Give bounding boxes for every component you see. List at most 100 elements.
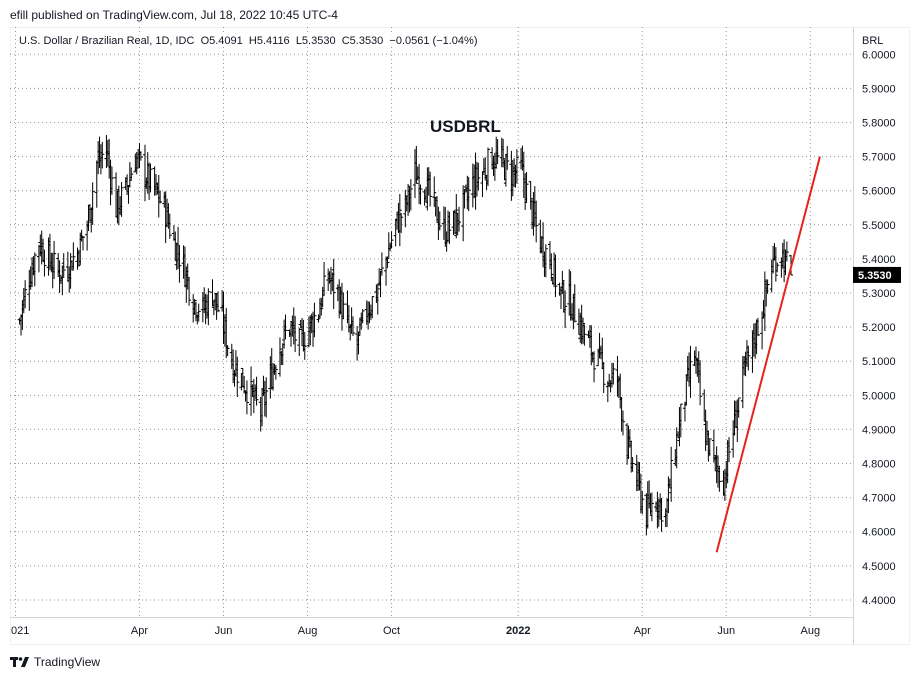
ohlc-bar [158,190,163,204]
ohlc-bar [534,200,539,243]
ohlc-bar [607,373,612,388]
ohlc-bar [375,284,380,315]
x-axis-ticks: 021 Apr Jun Aug Oct 2022 Apr Jun Aug [11,625,820,637]
y-tick-label: 4.6000 [862,527,896,539]
ohlc-bar [339,282,344,331]
ohlc-bar [688,345,693,398]
ohlc-bar [773,247,778,282]
ohlc-bar [553,254,558,298]
ohlc-bar [264,377,269,418]
ohlc-bar [23,280,28,309]
x-tick-label: Jun [717,625,735,637]
ohlc-bar [273,364,278,380]
ohlc-bar [592,351,597,383]
change-value: −0.0561 (−1.04%) [389,35,478,47]
brand-name: TradingView [34,655,101,669]
ohlc-bar [244,380,249,415]
ohlc-bar [703,409,708,452]
ohlc-bar [397,193,402,247]
symbol-name: U.S. Dollar / Brazilian Real, 1D, IDC [19,35,195,47]
y-tick-label: 5.1000 [862,356,896,368]
tradingview-logo-icon [10,657,29,667]
ohlc-bar [582,324,587,346]
ohlc-bar [293,315,298,353]
ohlc-bar [192,298,197,315]
ohlc-bar [129,167,134,181]
ohlc-bar [350,316,355,337]
ohlc-bar [454,194,459,239]
ohlc-bar [649,492,654,522]
ohlc-bar [560,270,565,295]
y-tick-label: 4.5000 [862,561,896,573]
ohlc-bar [68,252,73,289]
publisher-attribution: efill published on TradingView.com, Jul … [10,8,338,22]
ohlc-bar [319,297,324,316]
y-tick-label: 4.9000 [862,424,896,436]
ohlc-bar [678,403,683,438]
ohlc-bar [138,151,143,161]
ohlc-bar [669,446,674,502]
price-chart[interactable]: BRL 4.4000 4.5000 4.6000 4.7000 4.8000 4.9000… [9,26,911,646]
ohlc-bar [312,302,317,338]
ohlc-bar [736,397,741,418]
ohlc-bar [254,376,259,406]
symbol-legend: U.S. Dollar / Brazilian Real, 1D, IDC O5… [19,35,478,47]
ohlc-bar [505,145,510,170]
ohlc-bar [480,171,485,198]
y-tick-label: 4.7000 [862,493,896,505]
ohlc-bar [447,211,452,245]
ohlc-bar [437,211,442,231]
ohlc-bar [119,182,124,217]
ohlc-bar [163,191,168,244]
ohlc-bar [283,314,288,340]
ohlc-bar [148,163,153,193]
y-tick-label: 5.5000 [862,220,896,232]
ohlc-bar [406,183,411,216]
x-tick-label: 021 [11,625,29,637]
ohlc-bar [549,253,554,282]
ohlc-bar [543,244,548,278]
x-tick-label: Aug [801,625,821,637]
ohlc-bar [524,171,529,203]
ohlc-bar [630,457,635,472]
ohlc-bar [61,253,66,278]
ohlc-bar [765,279,770,294]
ohlc-bar [775,262,780,273]
ohlc-bar [277,337,282,377]
y-tick-label: 5.0000 [862,390,896,402]
y-tick-label: 5.6000 [862,186,896,198]
ohlc-bar [79,229,84,242]
y-tick-label: 6.0000 [862,49,896,61]
ohlc-bar [428,171,433,207]
ohlc-bar [611,362,616,385]
ohlc-bar [331,258,336,310]
open-value: O5.4091 [200,35,243,47]
y-tick-label: 5.9000 [862,83,896,95]
ohlc-bar [206,288,211,326]
ohlc-bar [302,331,307,360]
ohlc-bar [707,438,712,457]
ohlc-bar [71,242,76,270]
ohlc-bar [601,361,606,393]
ohlc-bar [177,244,182,283]
last-price-box [853,266,901,283]
ohlc-bar [414,145,419,184]
ohlc-bar [187,277,192,306]
ohlc-bar [215,291,220,313]
tradingview-brand[interactable]: TradingView [10,655,100,669]
ohlc-bar [167,213,172,239]
ohlc-bar [109,166,114,195]
ohlc-bar [418,184,423,205]
ohlc-bar [640,490,645,515]
ohlc-bar [52,240,57,280]
chart-frame[interactable]: BRL 4.4000 4.5000 4.6000 4.7000 4.8000 4.9000… [9,26,911,646]
x-tick-label: Jun [215,625,233,637]
ohlc-bar [528,181,533,210]
y-tick-label: 5.7000 [862,152,896,164]
ohlc-bar [100,141,105,169]
ohlc-bar [249,366,254,416]
ohlc-bar [698,360,703,406]
ohlc-bar [341,292,346,319]
last-price-label: 5.3530 [858,270,892,282]
chart-title: USDBRL [430,117,501,136]
